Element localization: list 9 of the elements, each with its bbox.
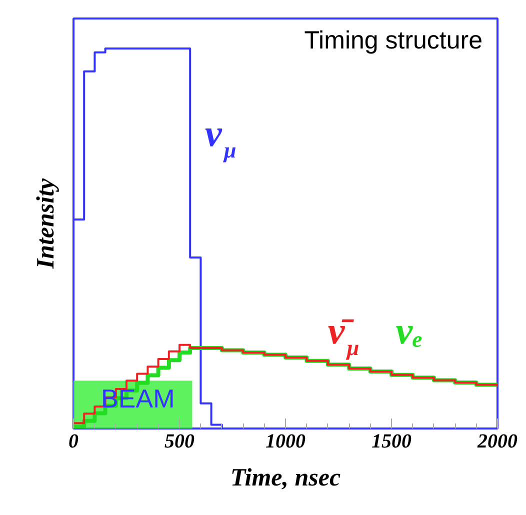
x-tick-label: 2000 <box>476 430 518 452</box>
series-label: νₑ <box>396 310 424 353</box>
x-axis-title: Time, nsec <box>230 464 341 492</box>
x-tick-label: 1500 <box>372 430 412 452</box>
y-axis-title: Intensity <box>32 177 60 270</box>
x-tick-label: 500 <box>164 430 194 452</box>
chart-title: Timing structure <box>304 26 483 54</box>
x-tick-label: 0 <box>68 430 78 452</box>
x-tick-label: 1000 <box>266 430 306 452</box>
